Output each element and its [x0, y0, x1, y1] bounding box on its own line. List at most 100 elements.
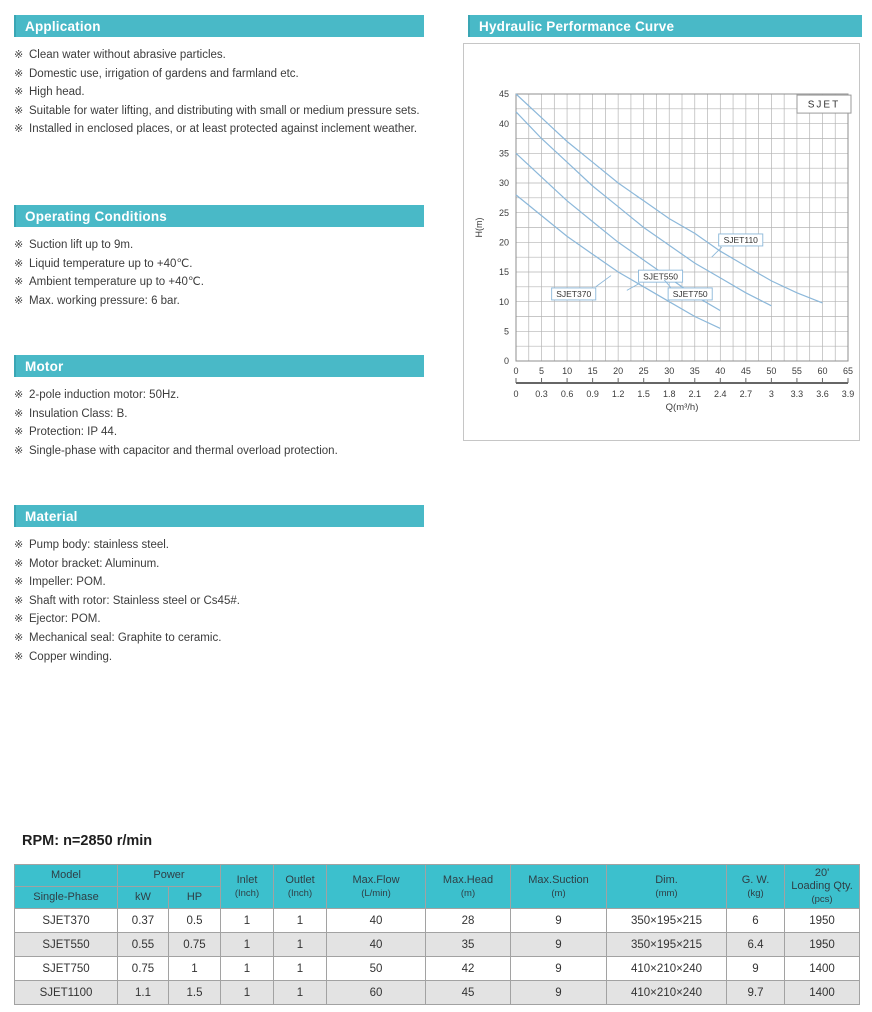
y-tick-label: 20	[499, 238, 509, 248]
y-tick-label: 5	[504, 327, 509, 337]
bullet-text: Single-phase with capacitor and thermal …	[29, 444, 338, 457]
x-tick-label-m3h: 1.5	[637, 389, 650, 399]
header-line: (m)	[551, 887, 566, 899]
table-header-cell: Single-Phase	[14, 886, 118, 909]
header-line: Loading Qty.	[791, 880, 853, 892]
bullet-text: Suction lift up to 9m.	[29, 239, 134, 251]
bullet-text: Mechanical seal: Graphite to ceramic.	[29, 631, 222, 644]
table-cell: 60	[326, 980, 426, 1005]
y-tick-label: 25	[499, 208, 509, 218]
table-header-cell: Max.Flow (L/min)	[326, 864, 426, 909]
header-line: (kg)	[747, 887, 764, 899]
reference-mark-icon: ※	[14, 239, 24, 251]
bullet-item: ※ Installed in enclosed places, or at lea…	[14, 120, 424, 139]
table-cell: SJET550	[14, 932, 118, 957]
table-cell: 9	[726, 956, 785, 981]
table-cell: 42	[425, 956, 511, 981]
reference-mark-icon: ※	[14, 444, 24, 457]
y-tick-label: 45	[499, 89, 509, 99]
x-tick-label-lmin: 35	[690, 366, 700, 376]
bullet-text: High head.	[29, 86, 85, 99]
bullet-item: ※ Mechanical seal: Graphite to ceramic.	[14, 629, 424, 648]
curve-label-box	[667, 287, 713, 301]
reference-mark-icon: ※	[14, 67, 24, 80]
section-title: Operating Conditions	[25, 208, 167, 224]
table-cell: 9	[510, 956, 607, 981]
table-header-cell: Power	[117, 864, 221, 887]
bullet-item: ※ Impeller: POM.	[14, 573, 424, 592]
table-cell: 1400	[784, 980, 860, 1005]
header-line: (Inch)	[287, 887, 313, 899]
table-cell: 9	[510, 908, 607, 933]
table-cell: 1	[273, 956, 327, 981]
table-cell: 9.7	[726, 980, 785, 1005]
table-cell: 0.75	[168, 932, 221, 957]
bullet-item: ※ Liquid temperature up to +40℃.	[14, 255, 424, 274]
x-tick-label-lmin: 25	[639, 366, 649, 376]
section-title: Material	[25, 508, 78, 524]
header-line: Max.Suction	[528, 873, 589, 886]
bullet-text: Domestic use, irrigation of gardens and …	[29, 67, 299, 80]
table-cell: 0.37	[117, 908, 169, 933]
table-header-cell: Inlet (Inch)	[220, 864, 274, 909]
bullet-list: ※ Suction lift up to 9m. ※ Liquid temperatu…	[14, 236, 424, 310]
x-tick-label-m3h: 0	[513, 389, 518, 399]
table-row: SJET1100 1.1 1.5 1 1 60 45 9 410×210×240 9.7 1400	[14, 980, 860, 1005]
table-cell: 6	[726, 908, 785, 933]
table-cell: 350×195×215	[606, 932, 727, 957]
table-header-cell: Model	[14, 864, 118, 887]
x-tick-label-m3h: 2.4	[714, 389, 727, 399]
bullet-item: ※ Max. working pressure: 6 bar.	[14, 292, 424, 311]
reference-mark-icon: ※	[14, 539, 24, 551]
table-cell: 1.1	[117, 980, 169, 1005]
header-line: Outlet	[285, 873, 315, 886]
table-cell: SJET1100	[14, 980, 118, 1005]
x-tick-label-lmin: 5	[539, 366, 544, 376]
reference-mark-icon: ※	[14, 650, 24, 663]
table-row: SJET750 0.75 1 1 1 50 42 9 410×210×240 9 1400	[14, 956, 860, 981]
bullet-text: Impeller: POM.	[29, 576, 106, 589]
table-header-cell: HP	[168, 886, 221, 909]
bullet-item: ※ Domestic use, irrigation of gardens and…	[14, 65, 424, 84]
bullet-text: Copper winding.	[29, 650, 113, 663]
y-tick-label: 15	[499, 267, 509, 277]
x-tick-label-m3h: 3	[769, 389, 774, 399]
table-header-cell: 20' Loading Qty. (pcs)	[784, 864, 860, 909]
x-tick-label-m3h: 2.1	[689, 389, 702, 399]
curve-label-box	[638, 269, 684, 283]
y-tick-label: 30	[499, 178, 509, 188]
section-title: Motor	[25, 358, 64, 374]
table-cell: 0.55	[117, 932, 169, 957]
x-tick-label-lmin: 30	[664, 366, 674, 376]
label-leader-line	[711, 246, 723, 258]
reference-mark-icon: ※	[14, 104, 24, 117]
x-axis-title: Q(m³/h)	[666, 402, 699, 413]
series-title-box	[796, 94, 852, 114]
x-tick-label-m3h: 0.3	[535, 389, 548, 399]
table-cell: 1	[273, 908, 327, 933]
y-tick-label: 10	[499, 297, 509, 307]
spec-table-body: SJET370 0.37 0.5 1 1 40 28 9 350×195×215 6 1950 SJE…	[14, 908, 860, 1005]
reference-mark-icon: ※	[14, 389, 24, 401]
x-tick-label-m3h: 3.9	[842, 389, 855, 399]
curve-SJET370	[515, 194, 721, 329]
table-cell: 9	[510, 980, 607, 1005]
table-cell: 1950	[784, 908, 860, 933]
bullet-text: Shaft with rotor: Stainless steel or Cs4…	[29, 594, 240, 607]
table-cell: 1	[220, 956, 274, 981]
section-material: Material ※ Pump body: stainless steel. ※ Mo…	[14, 505, 424, 666]
curve-label-box	[718, 233, 764, 247]
label-leader-line	[663, 279, 672, 288]
rpm-title: RPM: n=2850 r/min	[22, 833, 153, 849]
x-tick-label-m3h: 3.6	[816, 389, 829, 399]
x-tick-label-m3h: 3.3	[791, 389, 804, 399]
curve-label-text: SJET550	[643, 271, 678, 281]
table-header-cell: Outlet (Inch)	[273, 864, 327, 909]
header-line: Dim.	[655, 873, 678, 886]
table-cell: 40	[326, 908, 426, 933]
table-cell: SJET370	[14, 908, 118, 933]
label-leader-line	[595, 275, 612, 288]
header-line: Inlet	[236, 873, 258, 886]
bullet-text: 2-pole induction motor: 50Hz.	[29, 389, 180, 401]
